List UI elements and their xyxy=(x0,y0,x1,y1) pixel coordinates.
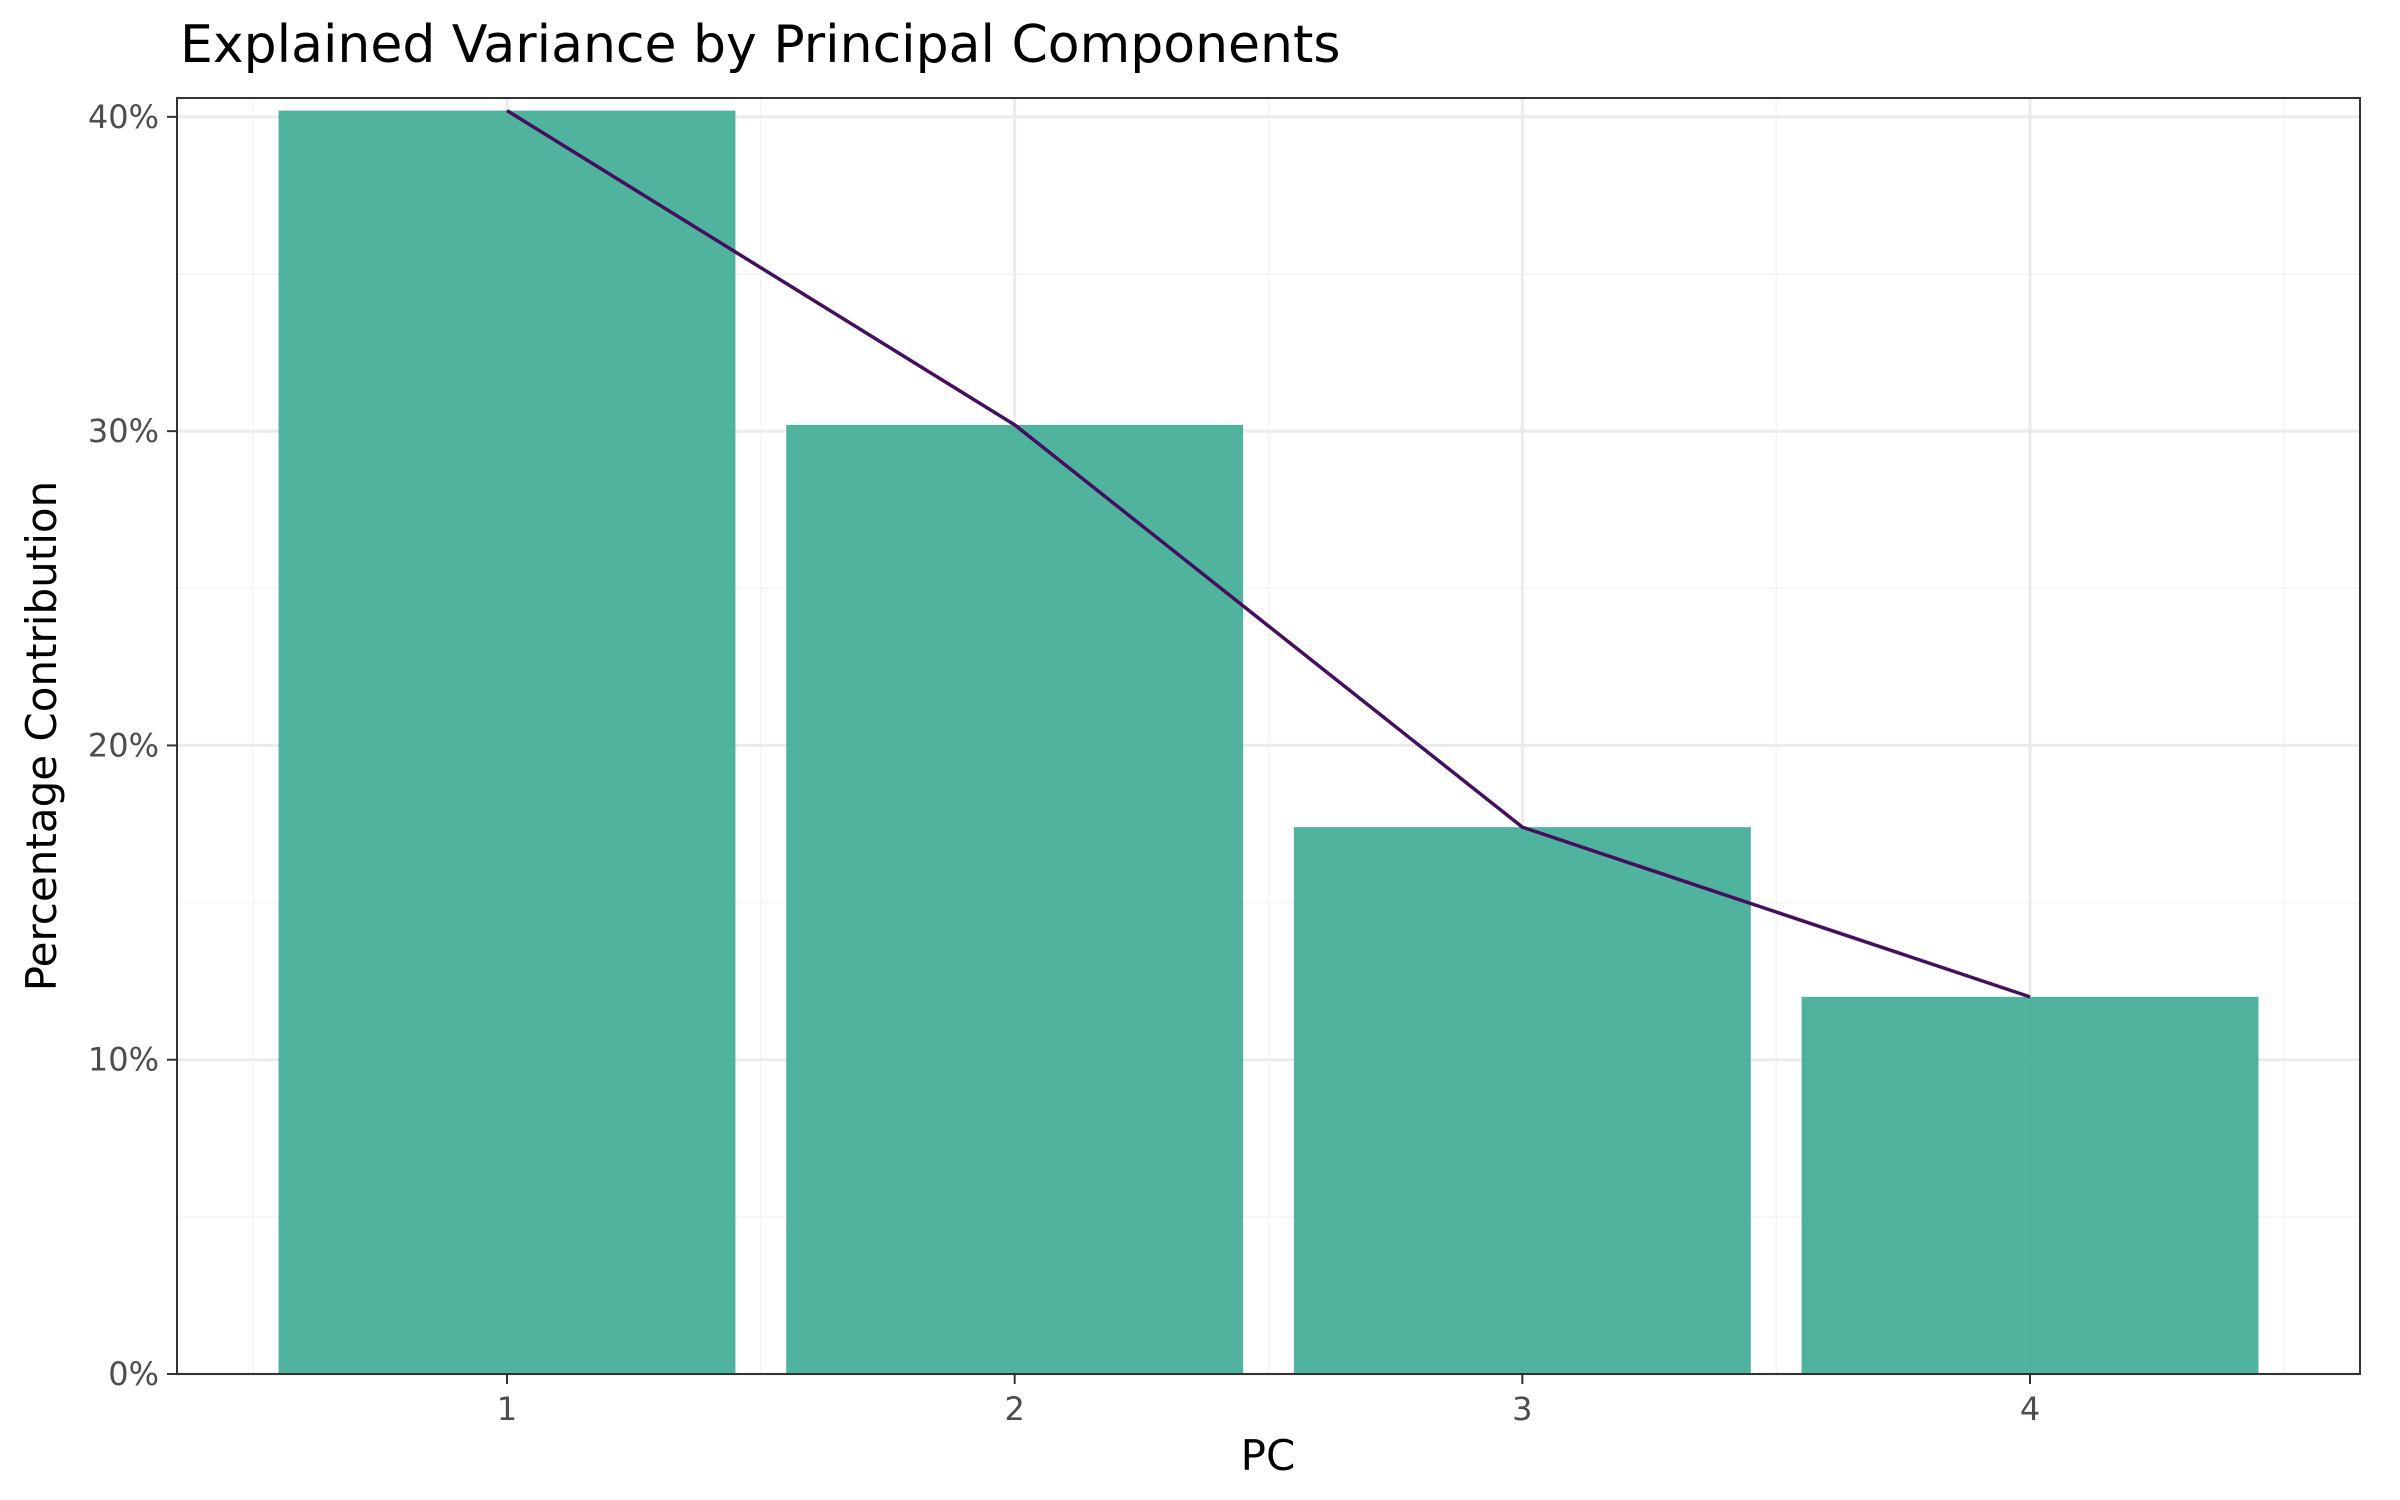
y-tick-label: 20% xyxy=(88,726,159,764)
axis-layer: 0% 10% 20% 30% 40% 1 2 3 4 xyxy=(88,98,2040,1428)
x-tick-label: 3 xyxy=(1512,1390,1532,1428)
x-tick-label: 2 xyxy=(1004,1390,1024,1428)
bar-pc-1 xyxy=(278,110,736,1375)
x-tick-label: 1 xyxy=(497,1390,517,1428)
y-axis-title: Percentage Contribution xyxy=(17,481,66,991)
panel-border xyxy=(176,97,2361,1375)
y-tick-label: 0% xyxy=(108,1355,159,1393)
y-tick-label: 10% xyxy=(88,1041,159,1079)
bar-pc-4 xyxy=(1801,996,2259,1374)
bar-pc-3 xyxy=(1293,827,1751,1374)
bar-pc-2 xyxy=(786,424,1244,1374)
variance-line xyxy=(506,109,2031,999)
x-tick-label: 4 xyxy=(2020,1390,2040,1428)
y-tick-label: 30% xyxy=(88,412,159,450)
chart-title: Explained Variance by Principal Componen… xyxy=(180,15,1340,75)
x-axis-title: PC xyxy=(1241,1431,1296,1480)
line-layer xyxy=(506,109,2031,999)
y-tick-label: 40% xyxy=(88,98,159,136)
bars-layer xyxy=(278,110,2259,1375)
